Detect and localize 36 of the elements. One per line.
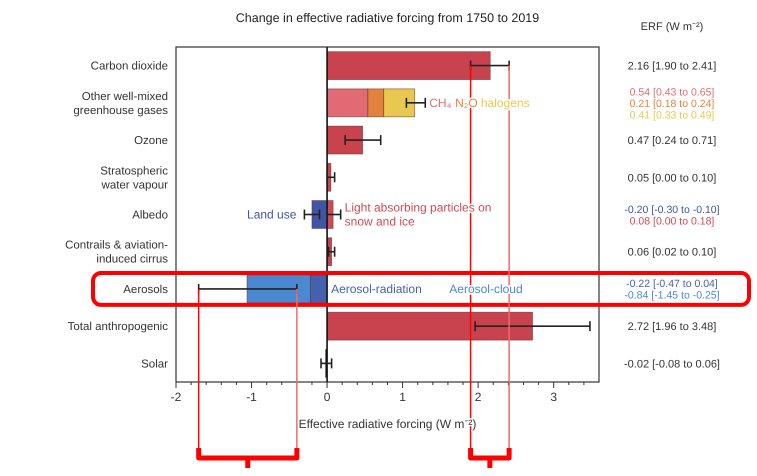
x-tick-label: -1 bbox=[246, 390, 258, 404]
y-tick-label: Solar bbox=[141, 358, 168, 370]
y-tick-label: Aerosols bbox=[123, 284, 168, 296]
y-tick-label: Carbon dioxide bbox=[90, 60, 168, 73]
x-tick-label: -2 bbox=[170, 390, 182, 404]
y-tick-label: Total anthropogenic bbox=[68, 321, 168, 334]
text: 2.16 [1.90 to 2.41] bbox=[628, 60, 716, 73]
chart-title: Change in effective radiative forcing from 1750 to 2019 bbox=[236, 11, 540, 25]
text: 0.21 [0.18 to 0.24] bbox=[630, 98, 714, 110]
text: 0.05 [0.00 to 0.10] bbox=[628, 172, 716, 184]
text: -0.02 [-0.08 to 0.06] bbox=[624, 358, 720, 370]
bar bbox=[326, 126, 363, 154]
x-tick-label: 0 bbox=[324, 390, 331, 404]
text: CH₄ bbox=[429, 96, 452, 110]
y-tick-label: Other well-mixed greenhouse gases bbox=[73, 90, 168, 117]
series-label: Land use bbox=[247, 208, 297, 222]
text: ERF (W m⁻²) bbox=[640, 21, 704, 33]
bar bbox=[326, 51, 491, 80]
bar bbox=[326, 312, 533, 341]
text: 0.41 [0.33 to 0.49] bbox=[630, 109, 714, 122]
x-tick-label: 1 bbox=[399, 390, 406, 404]
y-tick-label: Ozone bbox=[134, 135, 168, 148]
series-label: Aerosol-radiation bbox=[331, 282, 422, 296]
text: 0.06 [0.02 to 0.10] bbox=[628, 246, 716, 259]
text: -0.84 [-1.45 to -0.25] bbox=[624, 290, 720, 302]
text: -0.20 [-0.30 to -0.10] bbox=[624, 204, 720, 216]
text: -0.22 [-0.47 to 0.04] bbox=[626, 278, 718, 290]
text: 0.54 [0.43 to 0.65] bbox=[630, 86, 714, 98]
y-tick-label: Contrails & aviation-induced cirrus bbox=[65, 240, 168, 266]
x-tick-label: 3 bbox=[550, 390, 558, 404]
text: 2.72 [1.96 to 3.48] bbox=[628, 321, 716, 334]
y-tick-label: Albedo bbox=[132, 210, 168, 222]
x-tick-label: 2 bbox=[474, 390, 482, 404]
text: 0.08 [0.00 to 0.18] bbox=[630, 215, 714, 228]
y-tick-label: Stratospheric water vapour bbox=[100, 165, 168, 192]
text: 0.47 [0.24 to 0.71] bbox=[628, 135, 716, 148]
